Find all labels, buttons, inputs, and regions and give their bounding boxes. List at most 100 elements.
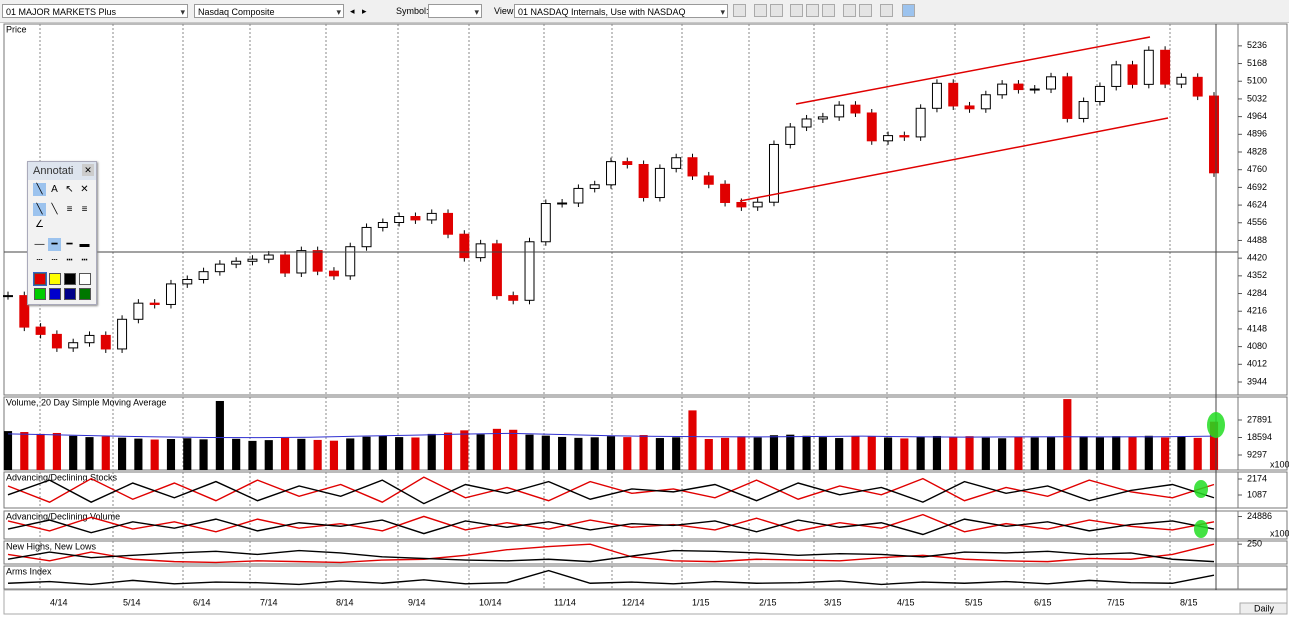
y-tick-label: 250 [1247,539,1262,549]
tool-button[interactable] [733,4,746,17]
indicator-line [7,569,1215,586]
candle [328,270,339,277]
candle [491,243,502,297]
width-mid[interactable]: ━ [48,238,61,251]
candle [1209,95,1219,174]
style-dot[interactable]: ┄ [36,255,43,266]
ray-tool[interactable]: ╲ [51,204,58,215]
color-swatch[interactable] [64,273,76,285]
volume-bar [818,437,827,470]
period-label: Daily [1254,603,1275,613]
tool-button[interactable] [880,4,893,17]
volume-bar [672,437,681,470]
tool-button[interactable] [843,4,856,17]
candle [214,263,225,273]
zoom-button[interactable] [822,4,835,17]
color-swatch[interactable] [64,288,76,300]
select-tool[interactable]: ↖ [65,184,74,195]
time-label: 1/15 [692,597,710,607]
tool-button[interactable] [754,4,767,17]
color-swatch[interactable] [49,273,61,285]
style-dash3[interactable]: ┅ [81,255,88,266]
candle [377,222,388,228]
fan-tool[interactable]: ≡ [81,204,88,215]
zoom-button[interactable] [806,4,819,17]
candle [1127,64,1138,85]
y-tick-label: 2174 [1247,473,1267,483]
candle [1160,49,1171,85]
color-swatch[interactable] [79,288,91,300]
y-tick-label: 1087 [1247,489,1267,499]
delete-tool[interactable]: ✕ [80,184,89,195]
palette-close[interactable]: ✕ [82,164,94,176]
text-tool[interactable]: A [51,184,58,195]
volume-bar [574,437,583,470]
volume-bar [1161,437,1170,470]
width-thick[interactable]: ━ [66,239,73,250]
trend-tool[interactable]: ╲ [33,203,46,216]
y-tick-label: 4828 [1247,146,1267,156]
candle [117,318,128,350]
style-dash[interactable]: ┄ [51,255,58,266]
symbol-dropdown[interactable]: Nasdaq Composite [194,4,344,18]
color-swatch[interactable] [33,272,47,286]
symbol-input[interactable] [428,4,482,18]
tool-button[interactable] [859,4,872,17]
volume-bar [867,436,876,470]
candle [654,167,665,199]
angle-tool[interactable]: ∠ [35,219,44,230]
time-axis [3,589,1288,615]
volume-bar [411,437,420,470]
volume-bar [541,435,550,470]
volume-bar [69,435,78,470]
tool-button[interactable] [770,4,783,17]
chart-area: 4/14 5/14 6/14 7/14 8/14 9/14 10/14 11/14 12/14 1… [3,23,1289,615]
candle [980,94,991,110]
style-dash2[interactable]: ┅ [66,255,73,266]
color-swatch[interactable] [49,288,61,300]
volume-bar [639,435,648,470]
toolbar: 01 MAJOR MARKETS Plus Nasdaq Composite ◂… [0,0,1289,23]
layout-dropdown[interactable]: 01 MAJOR MARKETS Plus [2,4,188,18]
candle [133,302,144,320]
width-bold[interactable]: ▬ [79,239,90,250]
unit-label: x100 [1270,528,1289,538]
candle [997,83,1008,96]
candle [1046,76,1057,90]
color-swatch[interactable] [79,273,91,285]
channel-tool[interactable]: ≡ [66,204,73,215]
color-swatch[interactable] [34,288,46,300]
volume-bar [280,437,290,470]
highlight [1207,412,1225,438]
volume-bar [1128,436,1137,470]
y-tick-label: 4148 [1247,323,1267,333]
volume-bar [215,400,224,470]
candle [687,157,698,177]
line-tool[interactable]: ╲ [33,183,46,196]
nav-arrows[interactable]: ◂ ▸ [350,6,367,16]
candle [247,258,258,262]
view-dropdown[interactable]: 01 NASDAQ Internals, Use with NASDAQ [514,4,728,18]
panel-frame [3,510,1288,540]
volume-bar [769,435,779,470]
candle [752,201,763,208]
zoom-button[interactable] [790,4,803,17]
annotate-button[interactable] [902,4,915,17]
volume-bar [606,436,616,470]
volume-bar [232,438,241,470]
candle [1094,85,1105,103]
period-button[interactable] [1239,602,1288,615]
volume-bar [704,438,713,470]
y-tick-label: 4284 [1247,288,1267,298]
candle [394,216,405,224]
volume-bar [509,429,518,470]
width-thin[interactable]: — [34,239,45,250]
candle [720,183,731,203]
time-label: 10/14 [479,597,502,607]
candle [1013,83,1024,91]
candle [263,254,274,260]
panel-title: Advancing/Declining Volume [6,511,120,521]
candle [84,334,95,344]
candle [671,157,682,169]
